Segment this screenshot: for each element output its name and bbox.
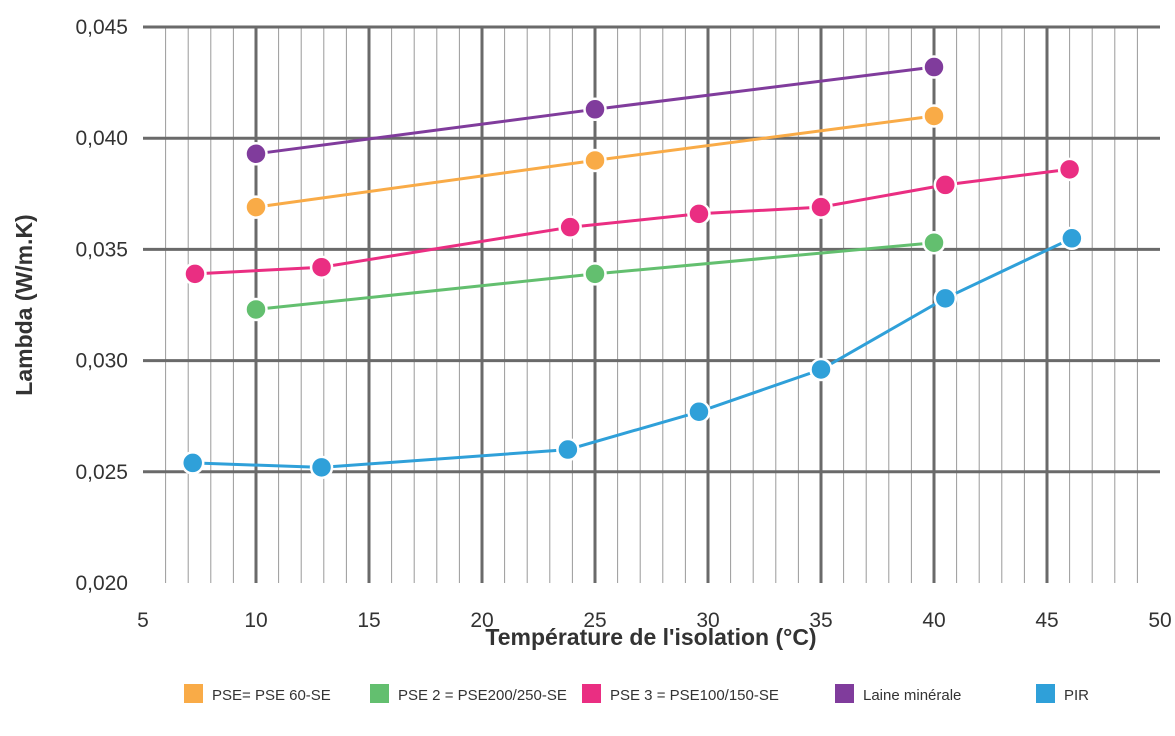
y-tick-label: 0,035 (75, 238, 128, 261)
data-point (309, 255, 334, 279)
data-point (244, 195, 268, 219)
legend-label: Laine minérale (863, 687, 961, 704)
data-point (933, 286, 958, 311)
data-point (922, 104, 946, 128)
legend-swatch (184, 684, 203, 703)
legend-label: PSE= PSE 60-SE (212, 687, 331, 704)
x-tick-label: 25 (583, 609, 606, 632)
x-tick-label: 5 (137, 609, 149, 632)
data-point (183, 262, 207, 286)
series-group (244, 230, 946, 322)
legend-swatch (370, 684, 389, 703)
data-point (933, 173, 958, 197)
legend-item: Laine minérale (835, 684, 961, 704)
series-group (180, 226, 1084, 480)
axis-tick-labels: 0,020 0,025 0,030 0,035 0,040 0,045 5 10 15 20 25 3… (75, 16, 1171, 632)
data-point (556, 437, 580, 462)
legend-swatch (1036, 684, 1055, 703)
series-group (244, 55, 946, 166)
grid (143, 25, 1160, 583)
data-point (687, 202, 711, 226)
x-tick-label: 30 (696, 609, 719, 632)
legend-item: PSE 2 = PSE200/250-SE (370, 684, 567, 704)
data-point (583, 97, 607, 122)
legend: PSE= PSE 60-SE PSE 2 = PSE200/250-SE PSE 3… (184, 684, 1089, 704)
data-point (558, 215, 582, 239)
y-axis-title: Lambda (W/m.K) (11, 214, 37, 395)
x-tick-label: 10 (244, 609, 267, 632)
legend-swatch (835, 684, 854, 703)
data-point (1060, 226, 1084, 251)
y-tick-label: 0,030 (75, 350, 128, 373)
data-point (583, 262, 607, 286)
x-tick-label: 35 (809, 609, 832, 632)
data-point (809, 357, 833, 382)
data-point (809, 195, 833, 219)
data-point (244, 142, 268, 166)
data-point (1057, 157, 1082, 182)
series-group (183, 157, 1082, 286)
y-tick-label: 0,020 (75, 572, 128, 595)
data-point (922, 55, 946, 79)
data-point (687, 400, 711, 424)
y-tick-label: 0,025 (75, 461, 128, 484)
x-tick-label: 20 (470, 609, 493, 632)
legend-label: PSE 3 = PSE100/150-SE (610, 687, 779, 704)
data-point (309, 455, 334, 480)
y-tick-label: 0,040 (75, 127, 128, 150)
x-axis-title: Température de l'isolation (°C) (485, 624, 816, 650)
legend-item: PSE= PSE 60-SE (184, 684, 331, 704)
legend-item: PIR (1036, 684, 1089, 704)
x-tick-label: 15 (357, 609, 380, 632)
x-tick-label: 45 (1035, 609, 1058, 632)
data-point (922, 230, 946, 255)
y-tick-label: 0,045 (75, 16, 128, 39)
x-tick-label: 40 (922, 609, 945, 632)
legend-label: PIR (1064, 687, 1089, 704)
series-group (244, 104, 946, 219)
series (180, 55, 1084, 480)
legend-label: PSE 2 = PSE200/250-SE (398, 687, 567, 704)
x-tick-label: 50 (1148, 609, 1171, 632)
legend-item: PSE 3 = PSE100/150-SE (582, 684, 779, 704)
data-point (180, 451, 205, 475)
data-point (244, 297, 268, 322)
data-point (583, 148, 607, 173)
legend-swatch (582, 684, 601, 703)
